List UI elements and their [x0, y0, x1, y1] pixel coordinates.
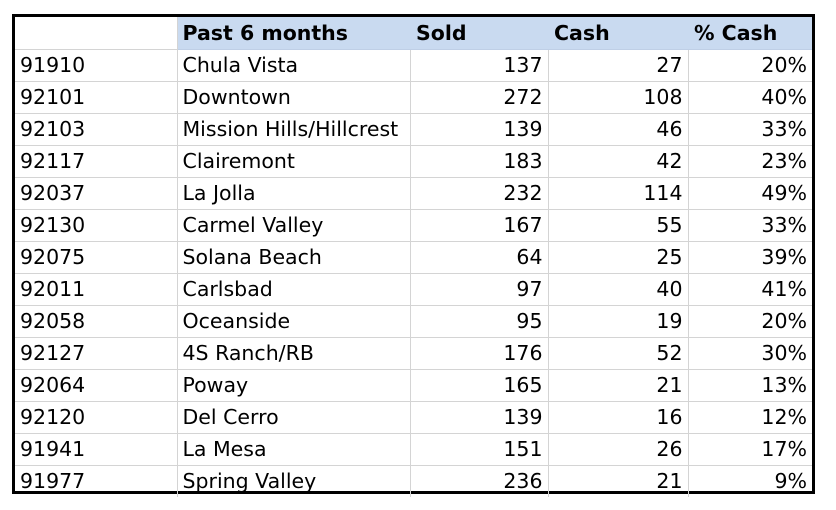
- cash-sales-table-frame: Past 6 months Sold Cash % Cash 91910 Chul…: [12, 14, 815, 497]
- cash-cell: 55: [548, 209, 689, 242]
- zip-cell: 92127: [15, 337, 178, 370]
- area-cell: 4S Ranch/RB: [177, 337, 411, 370]
- header-sold: Sold: [410, 17, 548, 50]
- cash-cell: 108: [548, 81, 689, 114]
- cash-cell: 27: [548, 49, 689, 82]
- cash-cell: 46: [548, 113, 689, 146]
- zip-cell: 91910: [15, 49, 178, 82]
- sold-cell: 232: [410, 177, 549, 210]
- zip-cell: 92037: [15, 177, 178, 210]
- sold-cell: 64: [410, 241, 549, 274]
- sold-cell: 151: [410, 433, 549, 466]
- sold-cell: 236: [410, 465, 549, 497]
- zip-cell: 92120: [15, 401, 178, 434]
- header-area: Past 6 months: [177, 17, 410, 50]
- area-cell: Carmel Valley: [177, 209, 411, 242]
- sold-cell: 183: [410, 145, 549, 178]
- cash-cell: 21: [548, 465, 689, 497]
- area-cell: Carlsbad: [177, 273, 411, 306]
- pct-cash-cell: 9%: [774, 469, 807, 494]
- table-row: 92064 Poway 165 21 13%: [15, 369, 812, 402]
- pct-cash-cell: 20%: [688, 305, 812, 338]
- cash-cell: 25: [548, 241, 689, 274]
- sold-cell: 139: [410, 401, 549, 434]
- table-row: 92127 4S Ranch/RB 176 52 30%: [15, 337, 812, 370]
- pct-cash-cell: 33%: [688, 209, 812, 242]
- zip-cell: 92075: [15, 241, 178, 274]
- table-row: 92103 Mission Hills/Hillcrest 139 46 33%: [15, 113, 812, 146]
- sold-cell: 139: [410, 113, 549, 146]
- area-cell: Spring Valley: [177, 465, 411, 497]
- pct-cash-cell: 20%: [688, 49, 812, 82]
- table-row: 92117 Clairemont 183 42 23%: [15, 145, 812, 178]
- area-cell: Chula Vista: [177, 49, 411, 82]
- zip-cell: 92117: [15, 145, 178, 178]
- pct-cash-cell: 12%: [688, 401, 812, 434]
- zip-cell: 92130: [15, 209, 178, 242]
- area-cell: Poway: [177, 369, 411, 402]
- table-row: 92120 Del Cerro 139 16 12%: [15, 401, 812, 434]
- area-cell: Del Cerro: [177, 401, 411, 434]
- cash-cell: 16: [548, 401, 689, 434]
- pct-cash-cell: 23%: [688, 145, 812, 178]
- sold-cell: 272: [410, 81, 549, 114]
- pct-cash-cell: 41%: [688, 273, 812, 306]
- zip-cell: 91941: [15, 433, 178, 466]
- area-cell: Downtown: [177, 81, 411, 114]
- table-row: 91941 La Mesa 151 26 17%: [15, 433, 812, 466]
- cash-cell: 114: [548, 177, 689, 210]
- cash-cell: 26: [548, 433, 689, 466]
- table-row: 92011 Carlsbad 97 40 41%: [15, 273, 812, 306]
- sold-cell: 176: [410, 337, 549, 370]
- pct-cash-cell: 40%: [688, 81, 812, 114]
- pct-cash-cell: 17%: [688, 433, 812, 466]
- table-row: 92101 Downtown 272 108 40%: [15, 81, 812, 114]
- area-cell: Oceanside: [177, 305, 411, 338]
- zip-cell: 92101: [15, 81, 178, 114]
- cash-cell: 42: [548, 145, 689, 178]
- cash-cell: 40: [548, 273, 689, 306]
- zip-cell: 92064: [15, 369, 178, 402]
- table-row: 91910 Chula Vista 137 27 20%: [15, 49, 812, 82]
- sold-cell: 165: [410, 369, 549, 402]
- zip-cell: 92058: [15, 305, 178, 338]
- area-cell: La Jolla: [177, 177, 411, 210]
- table-row: 91977 Spring Valley 236 21 9%: [15, 465, 812, 497]
- header-cash: Cash: [548, 17, 688, 50]
- header-row: Past 6 months Sold Cash % Cash: [15, 17, 812, 50]
- header-zip: [15, 17, 178, 50]
- zip-cell: 92011: [15, 273, 178, 306]
- sold-cell: 97: [410, 273, 549, 306]
- pct-cash-cell: 13%: [688, 369, 812, 402]
- zip-cell: 92103: [15, 113, 178, 146]
- cash-sales-table: Past 6 months Sold Cash % Cash 91910 Chul…: [15, 17, 812, 497]
- cash-cell: 52: [548, 337, 689, 370]
- table-row: 92130 Carmel Valley 167 55 33%: [15, 209, 812, 242]
- area-cell: La Mesa: [177, 433, 411, 466]
- table-row: 92075 Solana Beach 64 25 39%: [15, 241, 812, 274]
- sold-cell: 137: [410, 49, 549, 82]
- area-cell: Clairemont: [177, 145, 411, 178]
- pct-cash-cell: 49%: [688, 177, 812, 210]
- area-cell: Solana Beach: [177, 241, 411, 274]
- sold-cell: 95: [410, 305, 549, 338]
- zip-cell: 91977: [15, 465, 178, 497]
- sold-cell: 167: [410, 209, 549, 242]
- cash-cell: 19: [548, 305, 689, 338]
- pct-cash-cell: 33%: [688, 113, 812, 146]
- table-row: 92058 Oceanside 95 19 20%: [15, 305, 812, 338]
- table-row: 92037 La Jolla 232 114 49%: [15, 177, 812, 210]
- pct-cash-cell: 39%: [688, 241, 812, 274]
- area-cell: Mission Hills/Hillcrest: [177, 113, 411, 146]
- cash-cell: 21: [548, 369, 689, 402]
- header-pct-cash: % Cash: [688, 17, 812, 50]
- pct-cash-cell: 30%: [688, 337, 812, 370]
